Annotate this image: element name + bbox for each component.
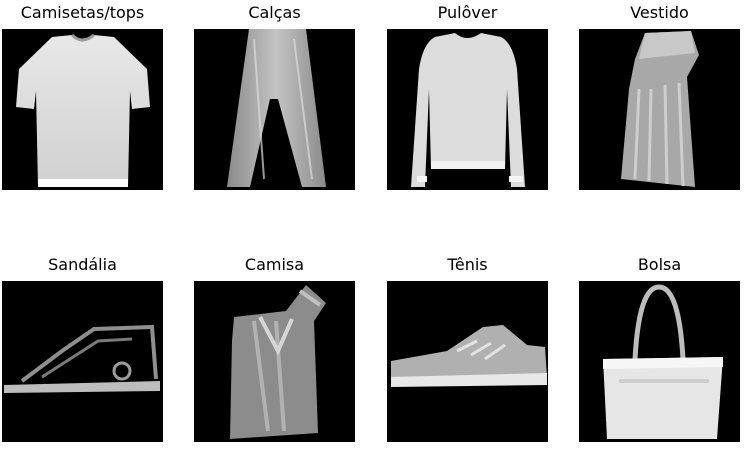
cell-title: Camisetas/tops <box>20 3 145 22</box>
sandal-image <box>2 281 163 442</box>
pullover-image <box>387 29 548 190</box>
cell-title: Bolsa <box>637 255 682 274</box>
shirt-image <box>194 281 355 442</box>
bag-image <box>579 281 740 442</box>
cell-title: Pulôver <box>437 3 498 22</box>
sneaker-image <box>387 281 548 442</box>
trousers-image <box>194 29 355 190</box>
cell-title: Vestido <box>630 3 689 22</box>
cell-title: Sandália <box>48 255 117 274</box>
tshirt-image <box>2 29 163 190</box>
cell-title: Tênis <box>447 255 488 274</box>
cell-title: Camisa <box>244 255 305 274</box>
dress-image <box>579 29 740 190</box>
cell-title: Calças <box>248 3 301 22</box>
